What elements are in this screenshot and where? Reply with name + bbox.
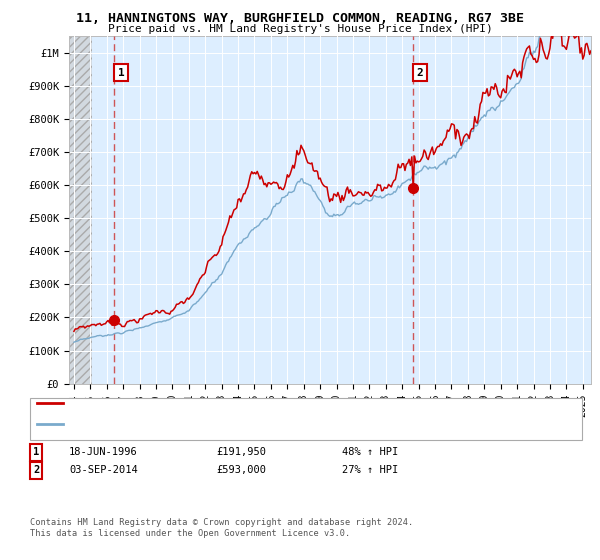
Text: 48% ↑ HPI: 48% ↑ HPI [342,447,398,458]
Text: 11, HANNINGTONS WAY, BURGHFIELD COMMON, READING, RG7 3BE: 11, HANNINGTONS WAY, BURGHFIELD COMMON, … [76,12,524,25]
Text: HPI: Average price, detached house, West Berkshire: HPI: Average price, detached house, West… [66,419,360,429]
Text: Price paid vs. HM Land Registry's House Price Index (HPI): Price paid vs. HM Land Registry's House … [107,24,493,34]
Text: 18-JUN-1996: 18-JUN-1996 [69,447,138,458]
Text: 03-SEP-2014: 03-SEP-2014 [69,465,138,475]
Text: 2: 2 [33,465,39,475]
Text: Contains HM Land Registry data © Crown copyright and database right 2024.
This d: Contains HM Land Registry data © Crown c… [30,518,413,538]
Text: 2: 2 [416,68,423,78]
Bar [69,36,92,384]
Text: 1: 1 [118,68,124,78]
Bar [69,36,92,384]
Text: 27% ↑ HPI: 27% ↑ HPI [342,465,398,475]
Text: £191,950: £191,950 [216,447,266,458]
Text: 11, HANNINGTONS WAY, BURGHFIELD COMMON, READING, RG7 3BE (detached house): 11, HANNINGTONS WAY, BURGHFIELD COMMON, … [66,398,495,408]
Text: £593,000: £593,000 [216,465,266,475]
Text: 1: 1 [33,447,39,458]
